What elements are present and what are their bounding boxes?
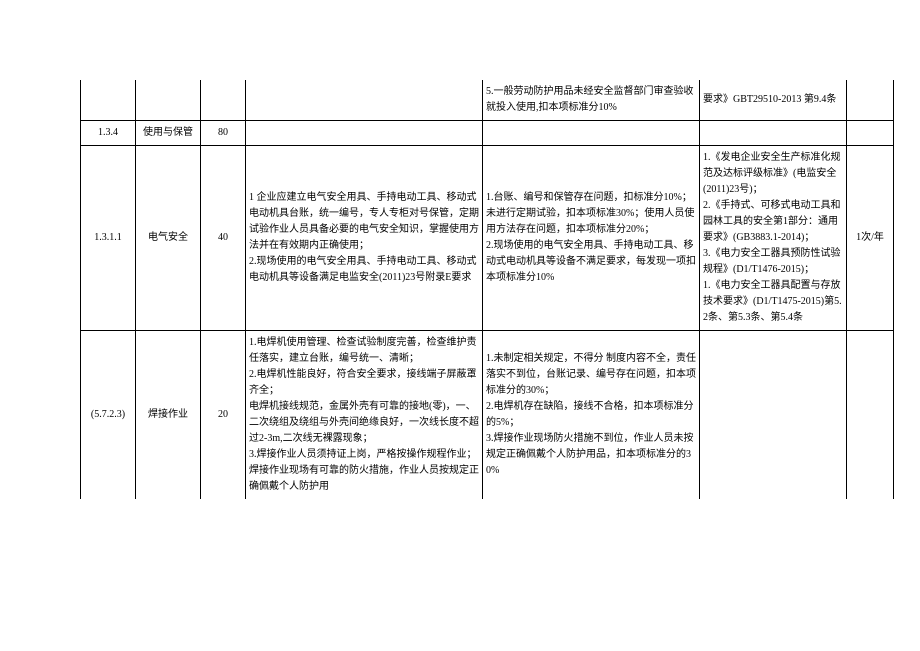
cell-requirement <box>246 121 483 146</box>
table-row: 1.3.1.1 电气安全 40 1 企业应建立电气安全用具、手持电动工具、移动式… <box>81 146 894 331</box>
standards-table: 5.一般劳动防护用品未经安全监督部门审查验收就投入使用,扣本项标准分10% 要求… <box>80 80 894 499</box>
cell-reference <box>700 121 847 146</box>
cell-code: 1.3.4 <box>81 121 136 146</box>
cell-deduction: 1.台账、编号和保管存在问题，扣标准分10%；未进行定期试验，扣本项标准30%；… <box>483 146 700 331</box>
cell-code: (5.7.2.3) <box>81 331 136 500</box>
cell-requirement: 1.电焊机使用管理、检查试验制度完善，检查维护责任落实，建立台账，编号统一、清晰… <box>246 331 483 500</box>
cell-frequency <box>847 121 894 146</box>
cell-deduction: 5.一般劳动防护用品未经安全监督部门审查验收就投入使用,扣本项标准分10% <box>483 80 700 121</box>
cell-deduction: 1.未制定相关规定，不得分 制度内容不全，责任落实不到位，台账记录、编号存在问题… <box>483 331 700 500</box>
cell-category: 使用与保管 <box>136 121 201 146</box>
table-row: 5.一般劳动防护用品未经安全监督部门审查验收就投入使用,扣本项标准分10% 要求… <box>81 80 894 121</box>
cell-reference: 要求》GBT29510-2013 第9.4条 <box>700 80 847 121</box>
cell-category: 焊接作业 <box>136 331 201 500</box>
cell-reference: 1.《发电企业安全生产标准化规范及达标评级标准》(电监安全(2011)23号)；… <box>700 146 847 331</box>
cell-score <box>201 80 246 121</box>
cell-deduction <box>483 121 700 146</box>
cell-category <box>136 80 201 121</box>
cell-code: 1.3.1.1 <box>81 146 136 331</box>
cell-code <box>81 80 136 121</box>
cell-score: 20 <box>201 331 246 500</box>
cell-requirement: 1 企业应建立电气安全用具、手持电动工具、移动式电动机具台账，统一编号，专人专柜… <box>246 146 483 331</box>
cell-requirement <box>246 80 483 121</box>
cell-frequency <box>847 80 894 121</box>
table-row: (5.7.2.3) 焊接作业 20 1.电焊机使用管理、检查试验制度完善，检查维… <box>81 331 894 500</box>
page-container: 5.一般劳动防护用品未经安全监督部门审查验收就投入使用,扣本项标准分10% 要求… <box>0 0 920 651</box>
cell-frequency: 1次/年 <box>847 146 894 331</box>
table-row: 1.3.4 使用与保管 80 <box>81 121 894 146</box>
cell-score: 80 <box>201 121 246 146</box>
cell-frequency <box>847 331 894 500</box>
cell-score: 40 <box>201 146 246 331</box>
table-body: 5.一般劳动防护用品未经安全监督部门审查验收就投入使用,扣本项标准分10% 要求… <box>81 80 894 499</box>
cell-reference <box>700 331 847 500</box>
cell-category: 电气安全 <box>136 146 201 331</box>
